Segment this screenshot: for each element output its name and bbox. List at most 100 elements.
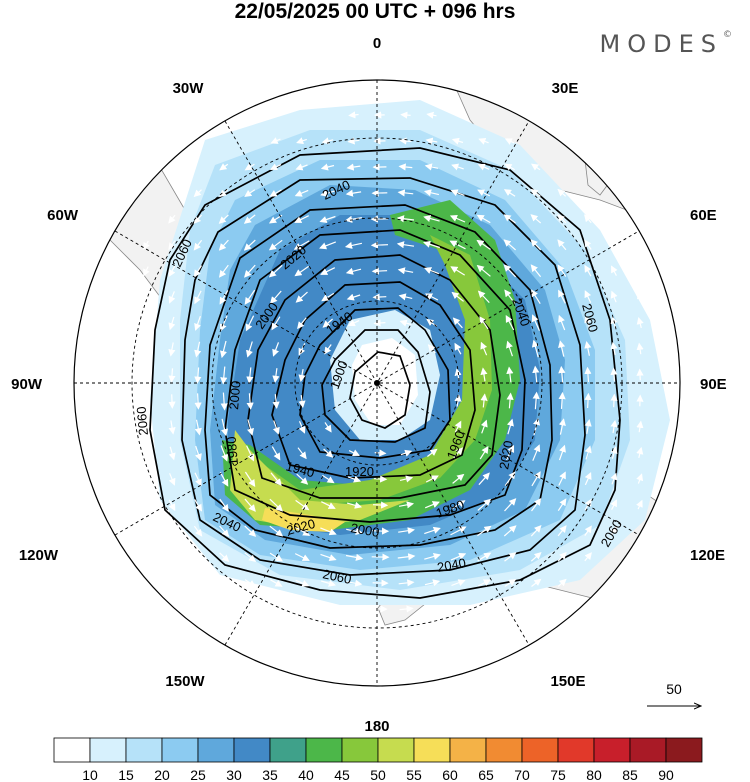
- wind-vector: [142, 395, 150, 409]
- wind-vector: [345, 267, 362, 275]
- wind-vector: [168, 240, 176, 251]
- wind-vector: [478, 472, 490, 486]
- wind-vector: [584, 290, 592, 304]
- wind-vector: [636, 446, 644, 459]
- wind-vector: [450, 526, 467, 536]
- colorbar-swatch: [521, 737, 559, 763]
- wind-vector: [295, 163, 308, 171]
- wind-vector: [398, 293, 413, 301]
- wind-vector: [530, 552, 542, 562]
- lon-label-60w: 60W: [47, 207, 79, 224]
- colorbar-label: 60: [442, 767, 458, 782]
- wind-vector: [479, 632, 490, 639]
- wind-vector: [370, 241, 389, 249]
- lon-label-30w: 30W: [173, 80, 205, 97]
- wind-vector: [219, 605, 229, 613]
- wind-vector: [398, 579, 415, 587]
- wind-vector: [298, 368, 306, 383]
- wind-vector: [142, 421, 150, 434]
- wind-vector: [477, 525, 492, 537]
- wind-vector: [400, 111, 411, 119]
- wind-vector: [584, 341, 592, 356]
- contour-label: 2060: [134, 406, 151, 436]
- wind-vector: [193, 265, 203, 278]
- wind-vector: [320, 267, 336, 275]
- wind-vector: [478, 605, 491, 613]
- wind-reference-label: 50: [666, 681, 682, 697]
- map-border: [73, 79, 681, 687]
- wind-vector: [244, 163, 255, 171]
- wind-vector: [142, 473, 150, 486]
- wind-vector: [193, 525, 203, 537]
- wind-vector: [374, 449, 387, 457]
- wind-vector: [451, 291, 464, 302]
- wind-vectors: [116, 111, 644, 639]
- wind-vector: [244, 498, 256, 512]
- wind-vector: [347, 137, 360, 145]
- wind-vector: [142, 317, 150, 330]
- wind-vector: [168, 473, 176, 486]
- colorbar-swatch: [53, 737, 91, 763]
- wind-vector: [219, 290, 229, 305]
- colorbar-label: 30: [226, 767, 242, 782]
- lon-label-150e: 150E: [550, 673, 585, 690]
- wind-vector: [168, 265, 176, 278]
- wind-vector: [219, 163, 229, 171]
- contour-label: 2040: [436, 555, 467, 575]
- wind-vector: [451, 500, 466, 510]
- colorbar-swatch: [629, 737, 667, 763]
- wind-vector: [584, 472, 592, 486]
- wind-vector: [296, 605, 309, 613]
- wind-vector: [168, 368, 176, 383]
- wind-vector: [323, 448, 334, 458]
- wind-vector: [218, 239, 229, 251]
- wind-vector: [584, 552, 592, 562]
- colorbar-label: 35: [262, 767, 278, 782]
- wind-vector: [218, 189, 229, 198]
- wind-vector: [503, 525, 517, 537]
- wind-vector: [194, 499, 203, 512]
- colorbar-swatch: [89, 737, 127, 763]
- wind-reference-vector: 50: [647, 681, 701, 706]
- contour-1900: [349, 351, 411, 429]
- wind-vector: [294, 526, 311, 536]
- colorbar-swatch: [557, 737, 595, 763]
- wind-vector: [424, 579, 441, 587]
- wind-vector: [477, 552, 492, 562]
- wind-vector: [530, 239, 542, 251]
- lon-label-150w: 150W: [165, 673, 205, 690]
- wind-vector: [584, 419, 592, 434]
- wind-vector: [427, 448, 438, 457]
- wind-vector: [398, 163, 413, 171]
- wind-vector: [451, 137, 464, 145]
- wind-vector: [452, 473, 465, 484]
- colorbar-swatch: [485, 737, 523, 763]
- wind-vector: [636, 368, 644, 381]
- wind-vector: [143, 266, 150, 277]
- wind-vector: [298, 395, 306, 409]
- wind-vector: [452, 317, 463, 329]
- wind-vector: [451, 579, 466, 587]
- colorbar-swatch: [377, 737, 415, 763]
- wind-vector: [142, 343, 150, 356]
- wind-vector: [558, 289, 566, 304]
- wind-vector: [295, 499, 310, 511]
- contour-label: 1940: [284, 458, 316, 480]
- wind-vector: [557, 578, 567, 587]
- wind-vector: [219, 552, 230, 563]
- wind-vector: [453, 447, 463, 459]
- wind-vector: [270, 579, 283, 587]
- wind-vector: [244, 552, 257, 562]
- contour-label: 2020: [496, 439, 516, 470]
- wind-vector: [244, 289, 256, 305]
- wind-vector: [245, 631, 255, 638]
- wind-vector: [505, 632, 516, 639]
- wind-vector: [396, 241, 415, 249]
- colorbar-swatch: [161, 737, 199, 763]
- wind-vector: [480, 419, 488, 434]
- wind-vector: [296, 473, 309, 485]
- wind-vector: [246, 341, 253, 358]
- wind-vector: [322, 318, 333, 328]
- wind-vector: [531, 605, 542, 613]
- wind-vector: [219, 340, 227, 359]
